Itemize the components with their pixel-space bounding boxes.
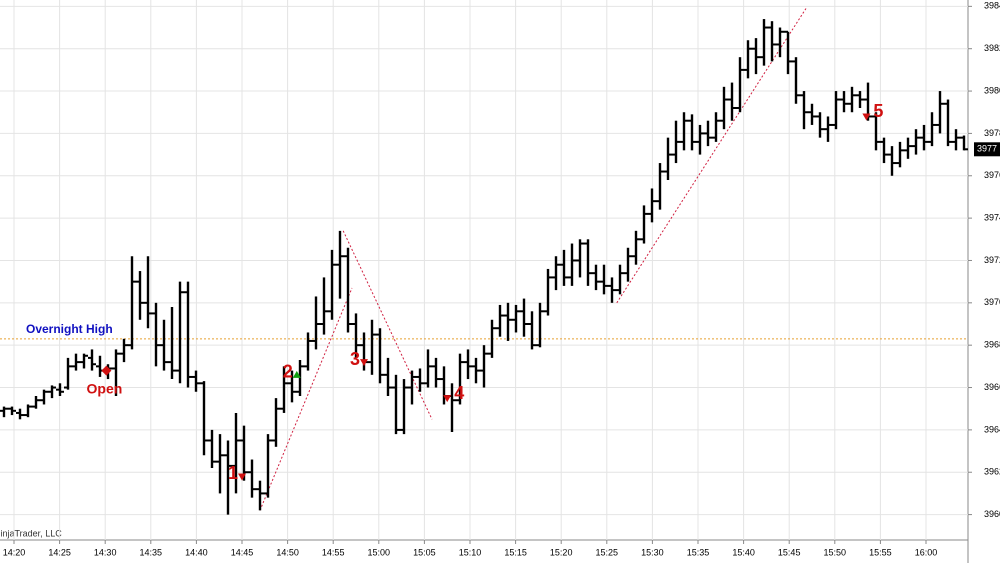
x-tick-label: 15:40: [732, 547, 755, 557]
x-tick-label: 14:30: [94, 547, 117, 557]
x-tick-label: 15:15: [504, 547, 527, 557]
x-tick-label: 15:45: [778, 547, 801, 557]
signal-marker: [238, 473, 246, 481]
level-label: Overnight High: [26, 322, 113, 336]
y-tick-label: 3962.0: [984, 467, 1000, 477]
signal-label: Open: [87, 380, 123, 396]
y-tick-label: 3976.0: [984, 170, 1000, 180]
watermark: NinjaTrader, LLC: [0, 528, 62, 538]
signal-marker: [101, 365, 112, 376]
y-tick-label: 3980.0: [984, 85, 1000, 95]
signal-marker: [862, 113, 871, 121]
last-price-box: [974, 142, 1000, 157]
signal-marker: [292, 370, 301, 378]
x-tick-label: 15:55: [869, 547, 892, 557]
x-tick-label: 14:55: [322, 547, 345, 557]
x-tick-label: 14:35: [140, 547, 163, 557]
signal-label: 1: [228, 463, 238, 483]
x-tick-label: 14:45: [231, 547, 254, 557]
x-tick-label: 15:30: [641, 547, 664, 557]
y-tick-label: 3984.0: [984, 1, 1000, 11]
signal-label: 3: [350, 349, 360, 369]
signal-marker: [360, 359, 368, 367]
y-tick-label: 3964.0: [984, 424, 1000, 434]
signal-label: 5: [873, 101, 883, 121]
signal-marker: [443, 395, 452, 403]
y-tick-label: 3972.0: [984, 255, 1000, 265]
x-tick-label: 14:25: [48, 547, 71, 557]
y-tick-label: 3960.0: [984, 509, 1000, 519]
y-tick-label: 3978.0: [984, 128, 1000, 138]
y-tick-label: 3982.0: [984, 43, 1000, 53]
x-tick-label: 15:50: [824, 547, 847, 557]
x-tick-label: 15:05: [413, 547, 436, 557]
y-tick-label: 3968.0: [984, 340, 1000, 350]
y-tick-label: 3974.0: [984, 212, 1000, 222]
signal-label: 2: [283, 362, 293, 382]
x-tick-label: 14:40: [185, 547, 208, 557]
x-tick-label: 15:10: [459, 547, 482, 557]
trend-line: [342, 230, 433, 420]
x-tick-label: 15:25: [596, 547, 619, 557]
last-price-label: 3977: [977, 144, 997, 154]
x-tick-label: 16:00: [915, 547, 938, 557]
x-tick-label: 14:20: [3, 547, 26, 557]
x-tick-label: 15:00: [368, 547, 391, 557]
x-tick-label: 15:20: [550, 547, 573, 557]
x-tick-label: 15:35: [687, 547, 710, 557]
x-tick-label: 14:50: [276, 547, 299, 557]
y-tick-label: 3966.0: [984, 382, 1000, 392]
signal-label: 4: [454, 383, 464, 403]
trend-line: [259, 287, 353, 511]
y-tick-label: 3970.0: [984, 297, 1000, 307]
